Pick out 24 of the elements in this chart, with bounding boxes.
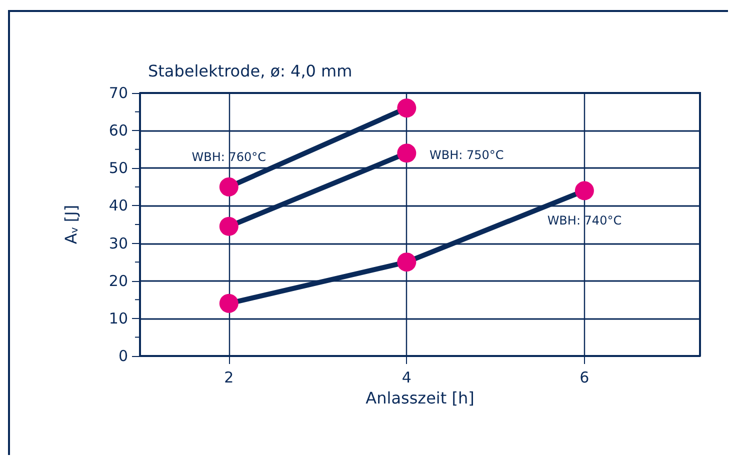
y-tick-label: 20 [108, 272, 128, 290]
point [219, 177, 238, 196]
y-tick-label: 50 [108, 159, 128, 178]
series-label: WBH: 750°C [430, 148, 504, 162]
y-tick-label: 40 [108, 196, 128, 215]
chart-title: Stabelektrode, ø: 4,0 mm [148, 62, 352, 80]
y-tick-label: 60 [108, 122, 128, 140]
point [397, 252, 416, 272]
y-tick-label: 0 [118, 347, 128, 365]
point [219, 294, 238, 313]
x-axis-title: Anlasszeit [h] [366, 388, 474, 408]
x-tick-label: 6 [580, 368, 590, 386]
point [397, 144, 416, 163]
point [574, 181, 594, 200]
point [397, 98, 416, 118]
x-tick-label: 2 [224, 368, 234, 386]
x-tick-label: 4 [402, 368, 412, 386]
y-tick-label: 10 [108, 309, 128, 328]
y-tick-label: 30 [108, 234, 128, 252]
point [219, 216, 238, 236]
series-label: WBH: 740°C [547, 214, 622, 228]
y-axis-title: Av [J] [62, 204, 80, 244]
y-tick-label: 70 [108, 84, 128, 102]
series-label: WBH: 760°C [192, 150, 266, 164]
